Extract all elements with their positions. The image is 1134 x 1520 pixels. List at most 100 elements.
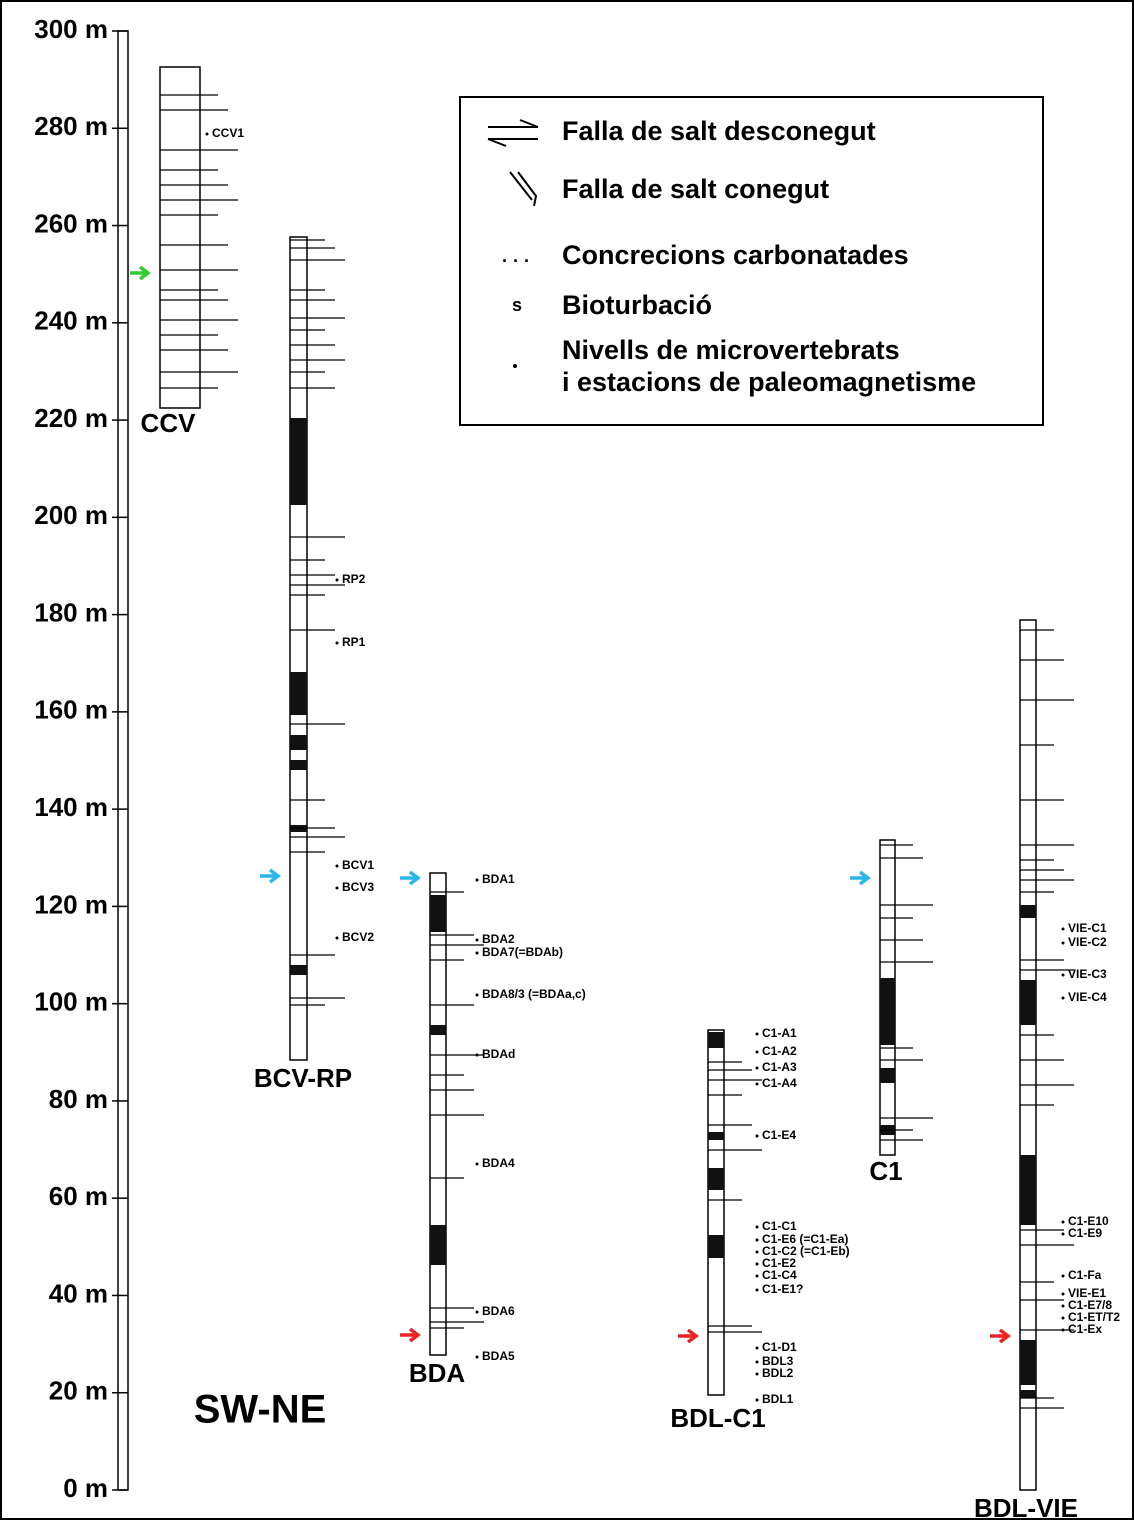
sample-label: CCV1: [212, 126, 244, 140]
sample-dot: [756, 1289, 759, 1292]
sample-dot: [756, 1373, 759, 1376]
sample-label: BCV3: [342, 880, 374, 894]
sample-label: VIE-C2: [1068, 935, 1107, 949]
sample-label: VIE-C1: [1068, 921, 1107, 935]
sample-dot: [1062, 1275, 1065, 1278]
sample-label: BDA5: [482, 1349, 515, 1363]
sample-label: C1-D1: [762, 1340, 797, 1354]
sample-dot: [756, 1251, 759, 1254]
column-name: BDA: [409, 1358, 466, 1388]
mudstone-bed: [430, 895, 446, 932]
level-arrow: [990, 1330, 1008, 1342]
sample-label: VIE-C3: [1068, 967, 1107, 981]
mudstone-bed: [1020, 980, 1036, 1025]
sample-dot: [476, 952, 479, 955]
legend-label: i estacions de paleomagnetisme: [562, 367, 976, 397]
sample-dot: [476, 1356, 479, 1359]
mudstone-bed: [430, 1025, 446, 1035]
stratigraphic-diagram: SW-NE · · · s Falla de salt desconegut F…: [0, 0, 1134, 1520]
sample-dot: [1062, 1305, 1065, 1308]
mudstone-bed: [1020, 1155, 1036, 1225]
sample-label: C1-Fa: [1068, 1268, 1102, 1282]
mudstone-bed: [708, 1032, 724, 1048]
sample-label: RP1: [342, 635, 366, 649]
level-arrow: [400, 872, 418, 884]
sample-dot: [756, 1399, 759, 1402]
sample-dot: [756, 1033, 759, 1036]
sample-dot: [476, 879, 479, 882]
sample-label: BDA2: [482, 932, 515, 946]
mudstone-bed: [1020, 1340, 1036, 1385]
scale-label: 180 m: [34, 597, 108, 627]
sample-dot: [1062, 1317, 1065, 1320]
mudstone-bed: [708, 1168, 724, 1190]
mudstone-bed: [290, 735, 307, 750]
sample-dot: [1062, 997, 1065, 1000]
sample-label: BCV1: [342, 858, 374, 872]
sample-label: C1-A3: [762, 1060, 797, 1074]
column-name: BDL-C1: [670, 1403, 765, 1433]
sample-label: RP2: [342, 572, 366, 586]
mudstone-bed: [290, 965, 307, 975]
scale-label: 280 m: [34, 111, 108, 141]
sample-dot: [476, 1163, 479, 1166]
sample-dot: [756, 1361, 759, 1364]
sample-dot: [336, 579, 339, 582]
level-arrow: [678, 1330, 696, 1342]
sample-dot: [756, 1067, 759, 1070]
sample-dot: [476, 939, 479, 942]
legend-label: Nivells de microvertebrats: [562, 335, 900, 365]
level-arrow: [850, 872, 868, 884]
sample-dot: [756, 1083, 759, 1086]
sample-label: C1-E9: [1068, 1226, 1102, 1240]
sample-dot: [1062, 1233, 1065, 1236]
sample-label: BDA4: [482, 1156, 515, 1170]
mudstone-bed: [1020, 1390, 1036, 1398]
mudstone-bed: [880, 1068, 895, 1083]
scale-label: 120 m: [34, 889, 108, 919]
sample-dot: [756, 1275, 759, 1278]
sample-label: C1-Ex: [1068, 1322, 1102, 1336]
legend-icon: s: [512, 295, 522, 315]
mudstone-bed: [1020, 905, 1036, 918]
scale-label: 40 m: [49, 1278, 108, 1308]
level-arrow: [260, 870, 278, 882]
scale-label: 20 m: [49, 1376, 108, 1406]
sample-dot: [756, 1263, 759, 1266]
sample-dot: [756, 1347, 759, 1350]
column-name: C1: [869, 1156, 902, 1186]
sample-label: BDA6: [482, 1304, 515, 1318]
sample-label: BDA7(=BDAb): [482, 945, 563, 959]
sample-dot: [336, 887, 339, 890]
legend-icon: · · ·: [502, 251, 530, 271]
sample-dot: [756, 1239, 759, 1242]
sample-label: BDAd: [482, 1047, 515, 1061]
mudstone-bed: [708, 1132, 724, 1140]
legend-label: Concrecions carbonatades: [562, 240, 909, 270]
scale-label: 200 m: [34, 500, 108, 530]
sample-label: BDA1: [482, 872, 515, 886]
column-name: CCV: [141, 408, 197, 438]
sample-label: C1-E4: [762, 1128, 796, 1142]
sample-dot: [476, 1311, 479, 1314]
legend-label: Falla de salt conegut: [562, 174, 829, 204]
legend-icon: [513, 364, 517, 368]
sample-label: C1-C4: [762, 1268, 797, 1282]
sample-label: VIE-C4: [1068, 990, 1107, 1004]
sample-dot: [1062, 928, 1065, 931]
sample-dot: [1062, 942, 1065, 945]
scale-label: 160 m: [34, 695, 108, 725]
column-name: BCV-RP: [254, 1063, 352, 1093]
sample-dot: [1062, 1329, 1065, 1332]
sample-dot: [476, 994, 479, 997]
mudstone-bed: [708, 1235, 724, 1258]
mudstone-bed: [880, 978, 895, 1045]
sample-dot: [476, 1054, 479, 1057]
mudstone-bed: [290, 760, 307, 770]
scale-label: 80 m: [49, 1084, 108, 1114]
column-name: BDL-VIE: [974, 1493, 1078, 1520]
mudstone-bed: [290, 418, 307, 505]
mudstone-bed: [290, 672, 307, 715]
scale-label: 0 m: [63, 1473, 108, 1503]
level-arrow: [400, 1329, 418, 1341]
